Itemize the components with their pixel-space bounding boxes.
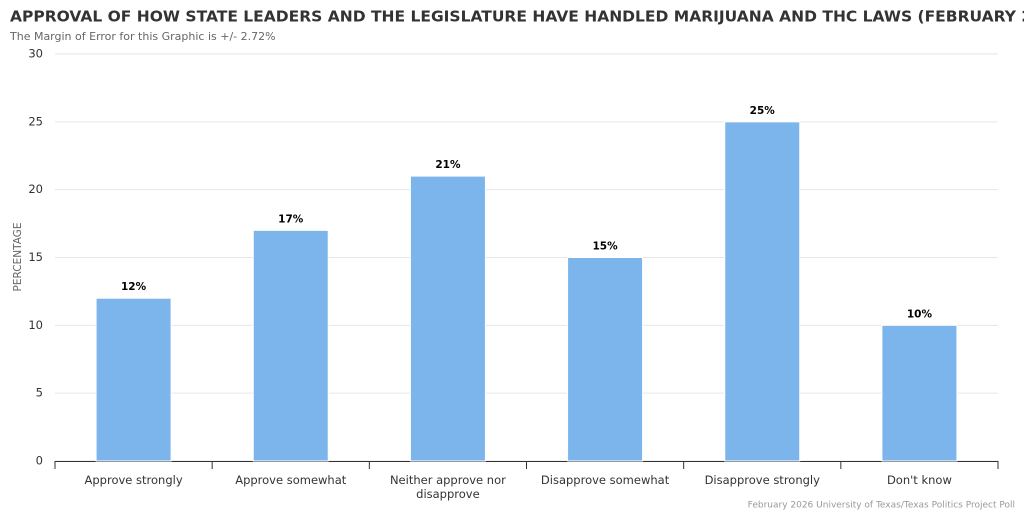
- chart-title: APPROVAL OF HOW STATE LEADERS AND THE LE…: [10, 8, 1024, 26]
- data-label: 21%: [435, 159, 461, 171]
- x-tick-label: Approve somewhat: [235, 473, 347, 487]
- data-label: 10%: [907, 308, 933, 320]
- y-tick-label: 5: [36, 386, 43, 400]
- data-label: 17%: [278, 213, 304, 225]
- data-label: 25%: [750, 105, 776, 117]
- chart-subtitle: The Margin of Error for this Graphic is …: [9, 30, 276, 43]
- data-label: 15%: [593, 241, 619, 253]
- y-tick-label: 25: [28, 114, 43, 128]
- y-axis-label: PERCENTAGE: [12, 223, 24, 292]
- data-label: 12%: [121, 281, 147, 293]
- bar: [409, 175, 486, 462]
- x-tick-label: Don't know: [886, 473, 952, 487]
- bar: [724, 121, 801, 462]
- bar: [95, 297, 172, 462]
- x-tick-label: Disapprove strongly: [704, 473, 820, 487]
- x-tick-label: Neither approve nor disapprove: [389, 473, 506, 501]
- x-tick-label: Approve strongly: [84, 473, 183, 487]
- y-tick-label: 10: [28, 318, 43, 332]
- credit: February 2026 University of Texas/Texas …: [748, 501, 1015, 511]
- x-tick-label: Disapprove somewhat: [540, 473, 670, 487]
- bar: [567, 257, 644, 462]
- y-tick-label: 20: [28, 182, 43, 196]
- y-tick-label: 0: [36, 454, 43, 468]
- bar: [881, 324, 958, 462]
- bar: [252, 229, 329, 462]
- y-tick-label: 15: [28, 250, 43, 264]
- y-tick-label: 30: [28, 47, 43, 61]
